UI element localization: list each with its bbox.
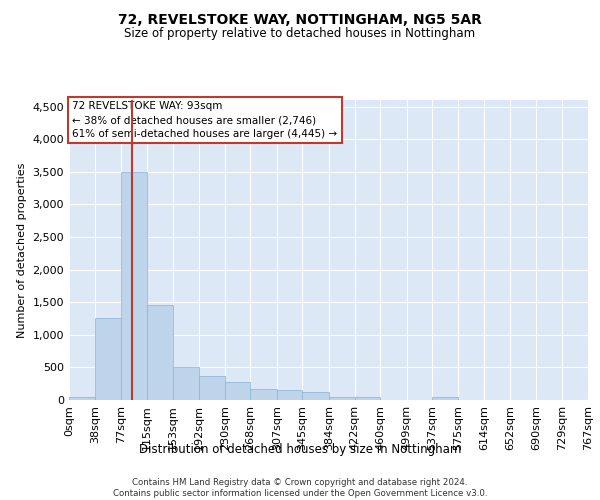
Text: 72, REVELSTOKE WAY, NOTTINGHAM, NG5 5AR: 72, REVELSTOKE WAY, NOTTINGHAM, NG5 5AR [118,12,482,26]
Bar [302,392,329,400]
Text: Contains HM Land Registry data © Crown copyright and database right 2024.
Contai: Contains HM Land Registry data © Crown c… [113,478,487,498]
Bar [329,396,355,400]
Bar [95,318,121,400]
Bar [277,390,302,400]
Bar [69,396,95,400]
Bar [147,306,173,400]
Text: Size of property relative to detached houses in Nottingham: Size of property relative to detached ho… [124,28,476,40]
Text: 72 REVELSTOKE WAY: 93sqm
← 38% of detached houses are smaller (2,746)
61% of sem: 72 REVELSTOKE WAY: 93sqm ← 38% of detach… [73,102,338,140]
Bar [173,368,199,400]
Y-axis label: Number of detached properties: Number of detached properties [17,162,27,338]
Bar [250,388,277,400]
Bar [355,396,380,400]
Bar [433,396,458,400]
Bar [224,382,250,400]
Bar [121,172,147,400]
Bar [199,376,224,400]
Text: Distribution of detached houses by size in Nottingham: Distribution of detached houses by size … [139,442,461,456]
